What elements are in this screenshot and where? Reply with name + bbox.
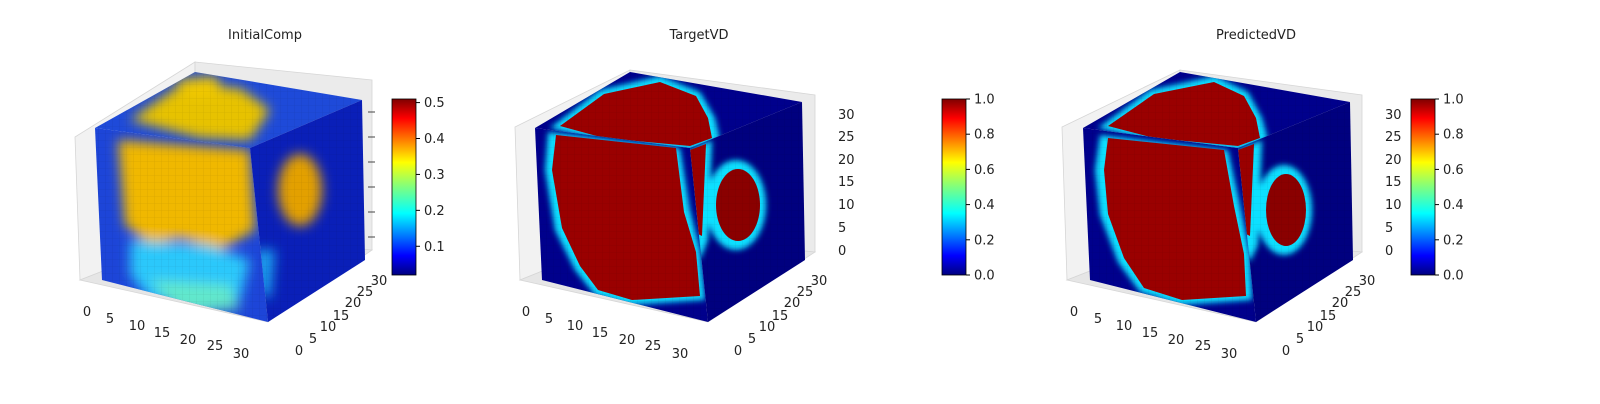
svg-text:20: 20 — [1332, 296, 1349, 311]
x-axis-ticks: 0 5 10 15 20 25 30 — [1070, 305, 1237, 362]
svg-text:5: 5 — [1385, 221, 1393, 236]
y-axis-ticks: 0 5 10 15 20 25 30 — [295, 274, 387, 359]
colorbar-tick-label: 0.6 — [974, 163, 995, 178]
svg-text:25: 25 — [1195, 339, 1212, 354]
colorbar-ticks: 0.0 0.2 0.4 0.6 0.8 1.0 — [1435, 93, 1464, 284]
z-axis-ticks: 0 5 10 15 20 25 30 — [1385, 108, 1402, 259]
svg-text:20: 20 — [1385, 153, 1402, 168]
svg-text:30: 30 — [672, 347, 689, 362]
colorbar-tick-label: 0.8 — [974, 128, 995, 143]
svg-text:25: 25 — [357, 285, 374, 300]
colorbar: 0.0 0.2 0.4 0.6 0.8 1.0 — [941, 93, 995, 284]
svg-text:15: 15 — [772, 309, 789, 324]
svg-text:15: 15 — [1142, 326, 1159, 341]
x-axis-ticks: 0 5 10 15 20 25 30 — [522, 305, 688, 362]
svg-text:0: 0 — [295, 344, 303, 359]
svg-text:10: 10 — [1307, 320, 1324, 335]
svg-text:30: 30 — [1359, 274, 1376, 289]
svg-text:30: 30 — [1385, 108, 1402, 123]
svg-text:25: 25 — [1385, 130, 1402, 145]
colorbar-tick-label: 1.0 — [974, 93, 995, 108]
panel-targetvd: TargetVD — [514, 28, 995, 362]
svg-text:30: 30 — [838, 108, 855, 123]
svg-text:20: 20 — [345, 296, 362, 311]
panel-title: InitialComp — [228, 28, 302, 43]
svg-text:15: 15 — [838, 175, 855, 190]
svg-text:25: 25 — [838, 130, 855, 145]
x-axis-ticks: 0 5 10 15 20 25 30 — [83, 305, 249, 362]
svg-text:0: 0 — [522, 305, 530, 320]
svg-text:5: 5 — [545, 312, 553, 327]
svg-text:0: 0 — [734, 344, 742, 359]
panel-predictedvd: PredictedVD — [1061, 28, 1464, 362]
svg-text:10: 10 — [320, 320, 337, 335]
panel-title: TargetVD — [668, 28, 728, 43]
panel-title: PredictedVD — [1216, 28, 1296, 43]
svg-text:0: 0 — [1385, 244, 1393, 259]
y-axis-ticks: 0 5 10 15 20 25 30 — [734, 274, 827, 359]
colorbar-tick-label: 0.0 — [1443, 269, 1464, 284]
svg-text:10: 10 — [1385, 198, 1402, 213]
colorbar-tick-label: 0.2 — [424, 204, 445, 219]
svg-text:30: 30 — [1221, 347, 1238, 362]
svg-text:0: 0 — [838, 244, 846, 259]
svg-text:25: 25 — [207, 339, 224, 354]
colorbar-tick-label: 0.6 — [1443, 163, 1464, 178]
svg-text:0: 0 — [1282, 344, 1290, 359]
svg-text:10: 10 — [759, 320, 776, 335]
voxel-cube — [1083, 72, 1353, 322]
colorbar-tick-label: 0.2 — [974, 233, 995, 248]
colorbar-tick-label: 0.5 — [424, 96, 445, 111]
svg-text:15: 15 — [1320, 309, 1337, 324]
colorbar: 0.1 0.2 0.3 0.4 0.5 — [391, 96, 445, 276]
panel-initialcomp: InitialComp — [74, 28, 445, 362]
colorbar-tick-label: 0.2 — [1443, 233, 1464, 248]
colorbar-tick-label: 0.4 — [424, 132, 445, 147]
colorbar-tick-label: 0.8 — [1443, 128, 1464, 143]
colorbar-tick-label: 0.1 — [424, 240, 445, 255]
svg-text:15: 15 — [1385, 175, 1402, 190]
svg-text:25: 25 — [1345, 285, 1362, 300]
svg-text:30: 30 — [371, 274, 388, 289]
svg-text:30: 30 — [233, 347, 250, 362]
svg-text:20: 20 — [619, 333, 636, 348]
svg-text:5: 5 — [748, 332, 756, 347]
colorbar-tick-label: 0.4 — [974, 198, 995, 213]
svg-text:30: 30 — [811, 274, 828, 289]
svg-text:20: 20 — [1168, 333, 1185, 348]
colorbar: 0.0 0.2 0.4 0.6 0.8 1.0 — [1410, 93, 1464, 284]
svg-text:5: 5 — [1094, 312, 1102, 327]
colorbar-tick-label: 0.0 — [974, 269, 995, 284]
z-axis-ticks: 0 5 10 15 20 25 30 — [838, 108, 855, 259]
colorbar-ticks: 0.1 0.2 0.3 0.4 0.5 — [416, 96, 445, 255]
svg-text:15: 15 — [333, 309, 350, 324]
svg-text:10: 10 — [838, 198, 855, 213]
z-axis-tickmarks — [368, 111, 375, 238]
svg-text:5: 5 — [309, 332, 317, 347]
svg-text:20: 20 — [180, 333, 197, 348]
svg-text:20: 20 — [838, 153, 855, 168]
svg-text:15: 15 — [154, 326, 171, 341]
svg-text:0: 0 — [1070, 305, 1078, 320]
colorbar-tick-label: 1.0 — [1443, 93, 1464, 108]
svg-text:10: 10 — [567, 319, 584, 334]
svg-text:10: 10 — [1116, 319, 1133, 334]
svg-text:5: 5 — [838, 221, 846, 236]
svg-text:10: 10 — [129, 319, 146, 334]
svg-text:5: 5 — [1296, 332, 1304, 347]
svg-text:20: 20 — [784, 296, 801, 311]
svg-text:5: 5 — [106, 312, 114, 327]
colorbar-tick-label: 0.3 — [424, 168, 445, 183]
colorbar-ticks: 0.0 0.2 0.4 0.6 0.8 1.0 — [966, 93, 995, 284]
colorbar-tick-label: 0.4 — [1443, 198, 1464, 213]
svg-text:15: 15 — [592, 326, 609, 341]
svg-text:25: 25 — [645, 339, 662, 354]
svg-text:25: 25 — [797, 285, 814, 300]
svg-text:0: 0 — [83, 305, 91, 320]
y-axis-ticks: 0 5 10 15 20 25 30 — [1282, 274, 1375, 359]
